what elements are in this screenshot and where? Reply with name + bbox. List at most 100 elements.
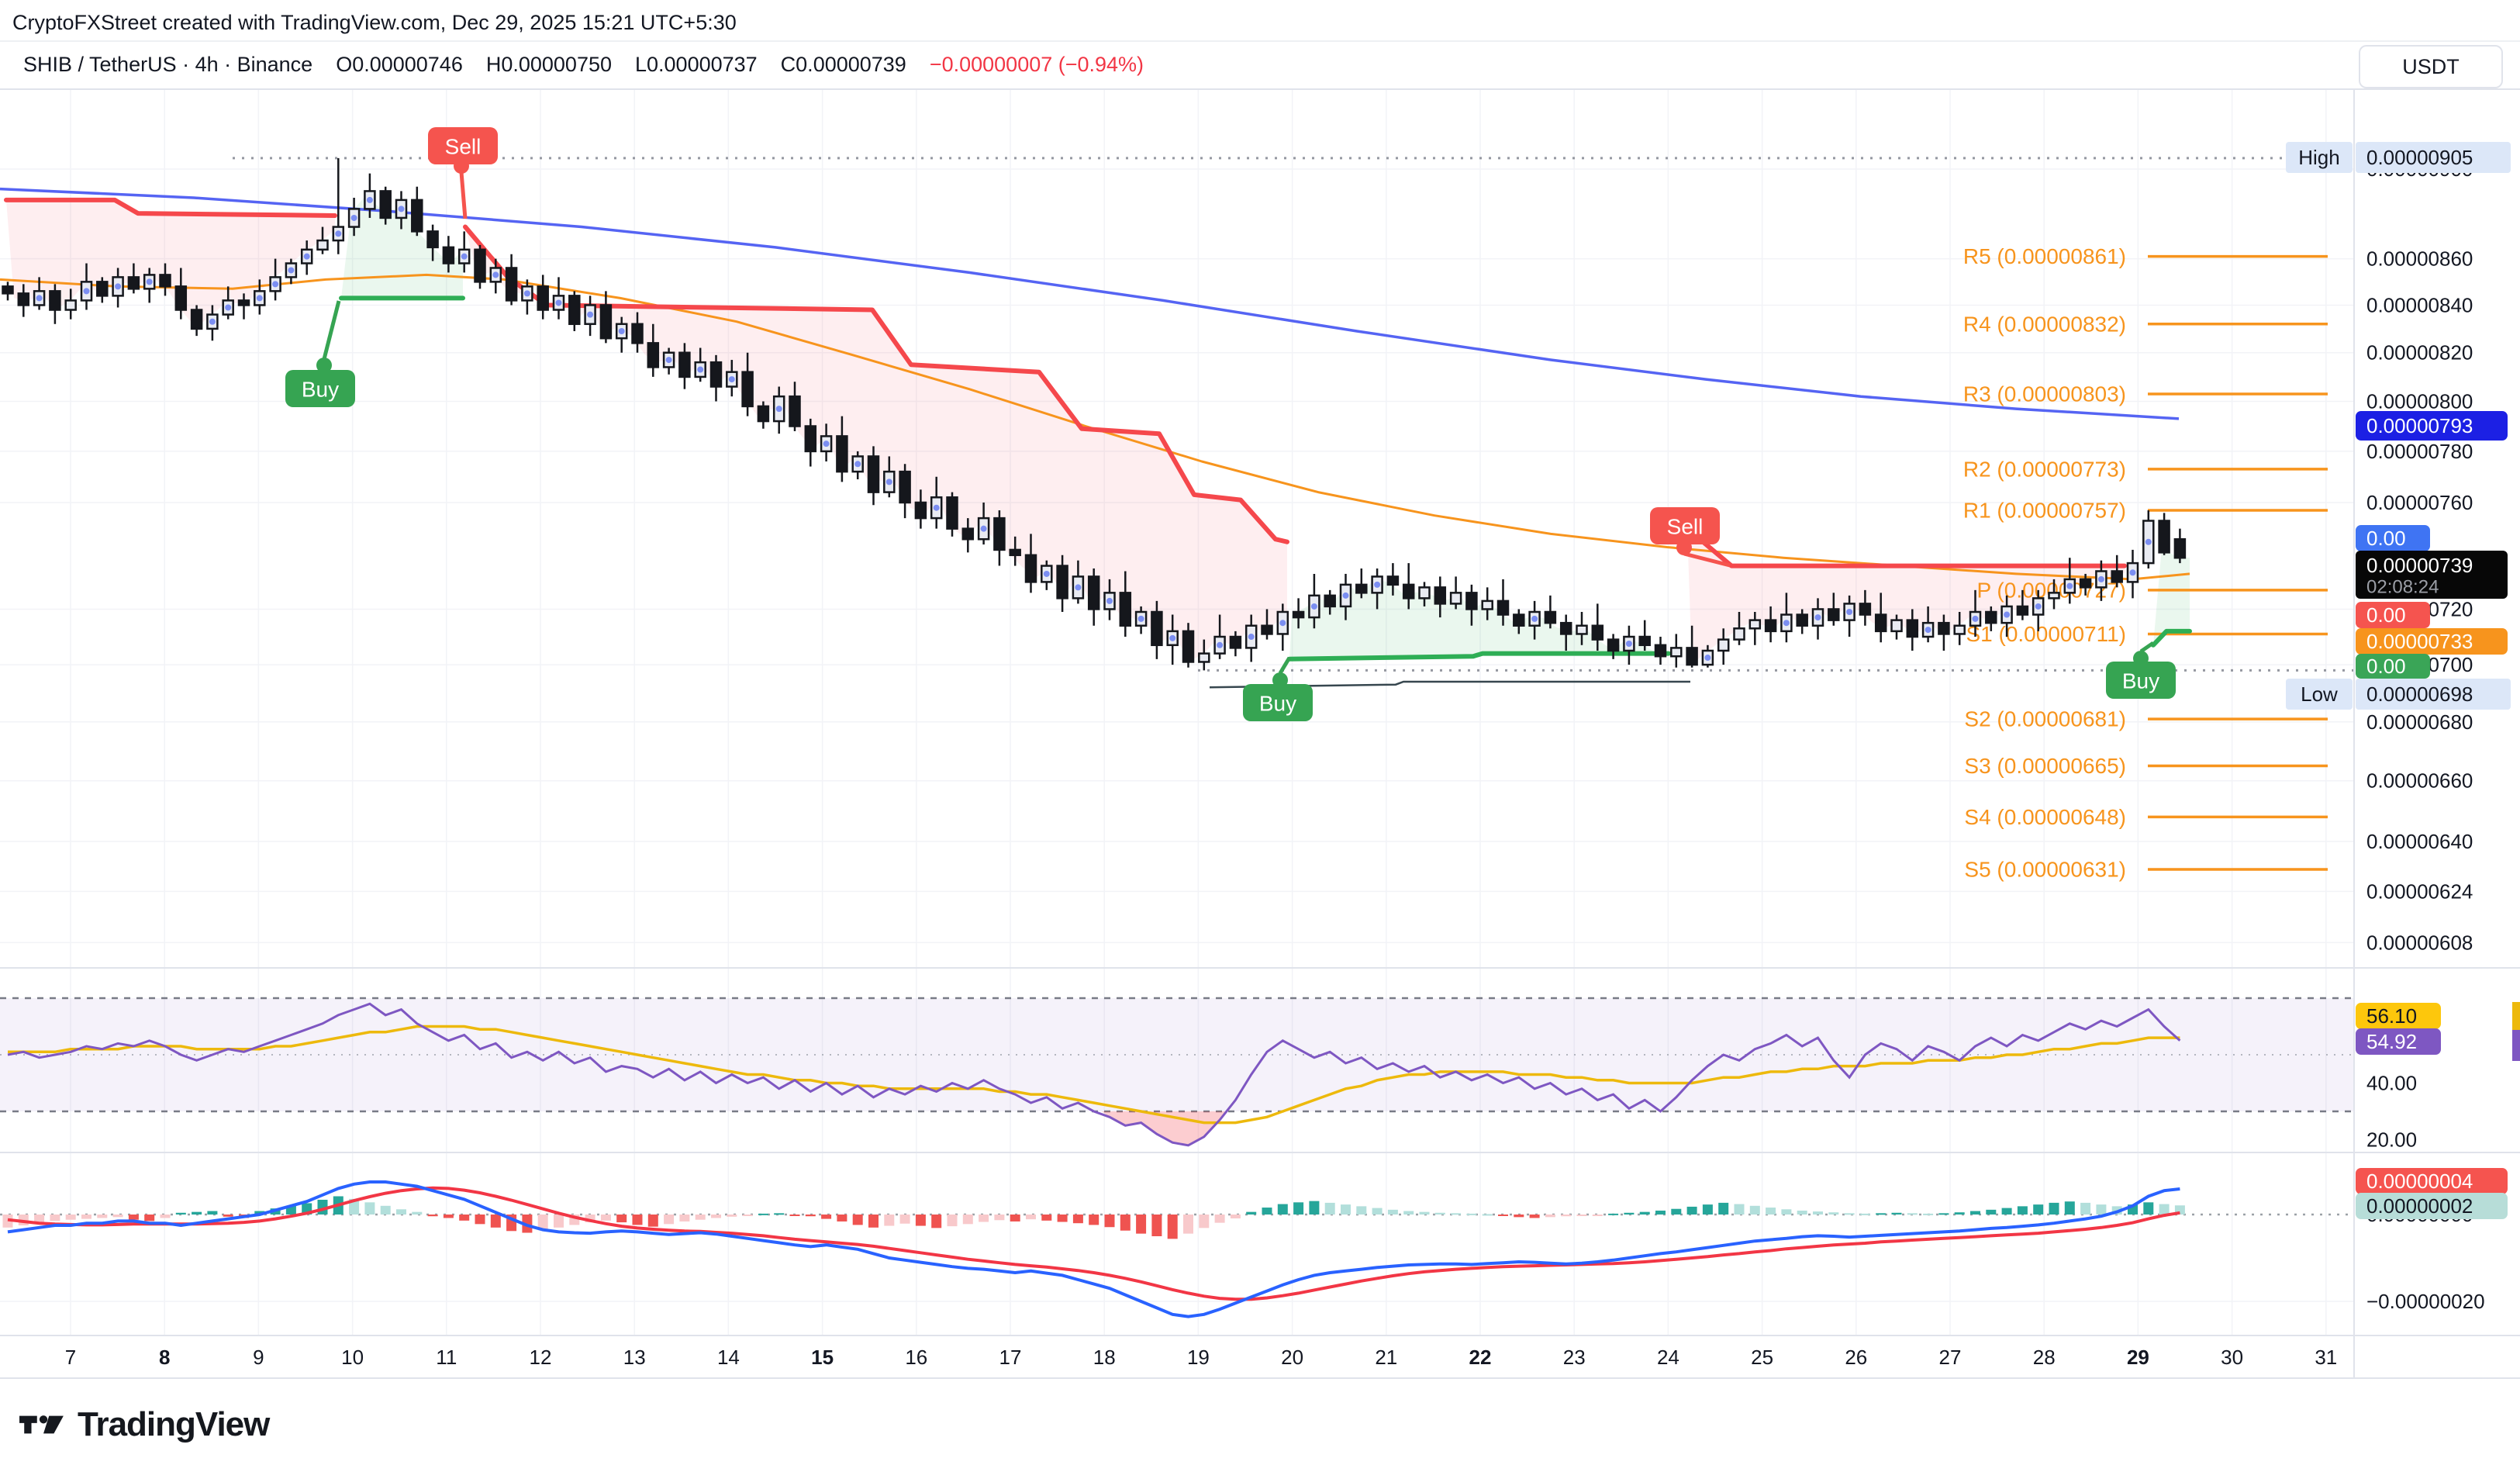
pivot-label-R3: R3 (0.00000803)	[1963, 382, 2126, 406]
pivot-label-S1: S1 (0.00000711)	[1966, 622, 2126, 646]
svg-text:0.00000698: 0.00000698	[2366, 682, 2473, 706]
price-tick: 0.00000760	[2366, 491, 2473, 514]
pivot-label-S4: S4 (0.00000648)	[1964, 805, 2126, 829]
header-divider	[0, 40, 2520, 42]
ohlc-close: C0.00000739	[780, 53, 906, 76]
buy-signal-marker	[285, 300, 355, 407]
supertrend-fill-sell	[1687, 528, 2125, 665]
currency-toggle-button[interactable]: USDT	[2359, 45, 2503, 88]
pivot-label-R5: R5 (0.00000861)	[1963, 244, 2126, 268]
price-tick: 0.00000820	[2366, 341, 2473, 365]
svg-text:19: 19	[1187, 1346, 1210, 1369]
macd-signal-line	[7, 1186, 2180, 1301]
svg-text:0.00000905: 0.00000905	[2366, 146, 2473, 169]
svg-text:0.00000739: 0.00000739	[2366, 554, 2473, 577]
svg-text:Buy: Buy	[1259, 692, 1296, 716]
price-tick: 0.00000860	[2366, 247, 2473, 271]
svg-text:0.00000002: 0.00000002	[2366, 1194, 2473, 1218]
svg-text:Low: Low	[2301, 682, 2338, 706]
candlestick-series	[2, 157, 2187, 671]
rsi-ma-line	[8, 1025, 2180, 1125]
macd-histogram	[2, 1196, 2185, 1239]
tradingview-logo[interactable]: TradingView	[19, 1405, 270, 1444]
svg-text:0.00: 0.00	[2366, 527, 2406, 550]
price-tick: 0.00000660	[2366, 769, 2473, 793]
svg-text:22: 22	[1469, 1346, 1492, 1369]
pivot-levels	[2148, 254, 2328, 871]
ohlc-open: O0.00000746	[336, 53, 463, 76]
macd-value-chip	[2356, 1193, 2508, 1219]
svg-text:0.00000793: 0.00000793	[2366, 414, 2473, 437]
svg-text:0.00: 0.00	[2366, 655, 2406, 678]
svg-text:20: 20	[1281, 1346, 1303, 1369]
svg-text:12: 12	[530, 1346, 552, 1369]
price-axis-chip	[2356, 525, 2430, 551]
price-axis-chip	[2356, 628, 2508, 655]
price-tick: 0.00000624	[2366, 879, 2473, 903]
pivot-label-S5: S5 (0.00000631)	[1964, 857, 2126, 881]
svg-text:20.00: 20.00	[2366, 1128, 2417, 1152]
symbol-status-bar[interactable]: SHIB / TetherUS · 4h · Binance O0.000007…	[23, 53, 1144, 77]
svg-text:29: 29	[2127, 1346, 2149, 1369]
svg-text:23: 23	[1563, 1346, 1586, 1369]
svg-text:27: 27	[1939, 1346, 1962, 1369]
supertrend-fill-buy	[341, 196, 463, 299]
watermark-attribution: CryptoFXStreet created with TradingView.…	[12, 11, 737, 34]
ohlc-high: H0.00000750	[485, 53, 612, 76]
svg-text:28: 28	[2033, 1346, 2056, 1369]
supertrend-fill-sell	[465, 226, 1287, 662]
symbol-title[interactable]: SHIB / TetherUS · 4h · Binance	[23, 53, 313, 76]
supertrend-line-buy	[1287, 651, 1671, 662]
svg-text:54.92: 54.92	[2366, 1030, 2417, 1053]
rsi-oversold-fill	[1102, 1111, 1228, 1145]
price-tick: 0.00000840	[2366, 293, 2473, 316]
price-tick: 0.00000680	[2366, 710, 2473, 734]
supertrend-line-sell	[4, 197, 337, 218]
price-tick: 0.00000640	[2366, 830, 2473, 853]
svg-text:30: 30	[2221, 1346, 2243, 1369]
supertrend-line-sell	[1685, 526, 2127, 568]
svg-text:0.00: 0.00	[2366, 603, 2406, 627]
svg-text:18: 18	[1093, 1346, 1116, 1369]
sell-signal-marker	[1650, 507, 1731, 568]
pivot-label-R1: R1 (0.00000757)	[1963, 499, 2126, 523]
rsi-line	[7, 1002, 2181, 1147]
svg-text:31: 31	[2315, 1346, 2337, 1369]
svg-text:−0.00000020: −0.00000020	[2366, 1290, 2485, 1313]
price-tick: 0.00000608	[2366, 931, 2473, 954]
price-axis-chip	[2356, 654, 2430, 679]
last-price-chip	[2356, 551, 2508, 599]
tradingview-logo-icon	[19, 1415, 64, 1434]
svg-text:13: 13	[623, 1346, 646, 1369]
supertrend-fill-buy	[1289, 578, 1669, 659]
svg-text:High: High	[2298, 146, 2339, 169]
pivot-label-R2: R2 (0.00000773)	[1963, 457, 2126, 481]
svg-text:56.10: 56.10	[2366, 1004, 2417, 1028]
svg-text:26: 26	[1845, 1346, 1867, 1369]
supertrend-fill-sell	[6, 199, 335, 327]
svg-text:25: 25	[1751, 1346, 1773, 1369]
price-axis-chip	[2356, 411, 2508, 441]
ohlc-low: L0.00000737	[635, 53, 758, 76]
svg-text:24: 24	[1657, 1346, 1679, 1369]
svg-text:15: 15	[811, 1346, 834, 1369]
price-tick: 0.00000780	[2366, 440, 2473, 463]
svg-text:9: 9	[253, 1346, 264, 1369]
rsi-value-chip	[2356, 1003, 2441, 1029]
svg-text:8: 8	[159, 1346, 170, 1369]
pivot-label-S2: S2 (0.00000681)	[1964, 707, 2126, 731]
supertrend-line-buy	[2151, 628, 2192, 648]
svg-text:Buy: Buy	[302, 378, 339, 402]
svg-text:11: 11	[436, 1346, 457, 1369]
price-axis-chip	[2356, 602, 2430, 628]
buy-signal-marker	[2106, 641, 2176, 699]
svg-text:Buy: Buy	[2122, 669, 2159, 693]
macd-value-chip	[2356, 1168, 2508, 1194]
svg-text:16: 16	[905, 1346, 927, 1369]
macd-line	[7, 1180, 2180, 1318]
svg-text:21: 21	[1375, 1346, 1397, 1369]
tradingview-logo-text: TradingView	[78, 1405, 270, 1443]
svg-text:10: 10	[341, 1346, 364, 1369]
rsi-pane	[0, 997, 2354, 1113]
